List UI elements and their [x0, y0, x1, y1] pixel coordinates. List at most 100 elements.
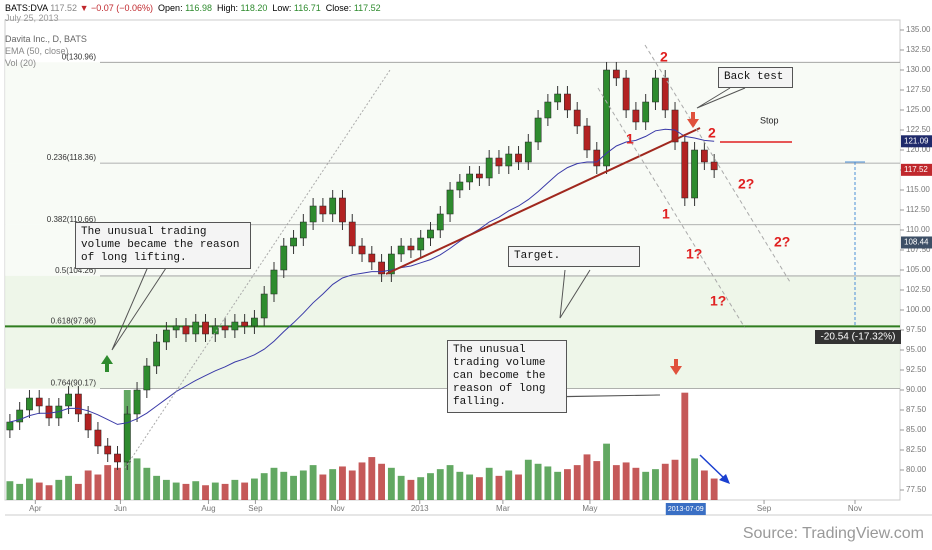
volume-bar [642, 471, 650, 500]
volume-bar [45, 485, 53, 500]
volume-bar [143, 467, 151, 500]
volume-bar [593, 461, 601, 500]
y-tick-label: 82.50 [906, 445, 927, 454]
candle-body [515, 153, 522, 163]
y-tick-label: 105.00 [906, 265, 931, 274]
volume-bar [260, 473, 268, 500]
candle-body [309, 205, 317, 223]
fib-label: 0.236(118.36) [47, 153, 97, 162]
close: 117.52 [353, 3, 381, 13]
volume-bar [231, 479, 239, 500]
volume-bar [417, 477, 425, 500]
y-tick-label: 97.50 [906, 325, 927, 334]
axis-marker [901, 163, 932, 176]
volume-bar [436, 469, 444, 500]
axis-marker [901, 135, 932, 148]
trend-arrow-head [719, 474, 730, 484]
date: July 25, 2013 [5, 13, 59, 23]
annotation-box: Target. [508, 246, 640, 267]
candle-body [45, 405, 53, 419]
candle-body [241, 321, 249, 327]
candle-body [202, 321, 209, 335]
candle-body [35, 397, 43, 407]
volume-bar [681, 392, 689, 500]
candle-body [456, 181, 464, 191]
candle-body [544, 101, 552, 119]
volume-bar [202, 485, 209, 500]
candle-body [632, 109, 640, 123]
candle-body [671, 109, 679, 143]
volume-bar [456, 471, 464, 500]
axis-marker-label: 121.09 [904, 136, 929, 145]
candle-body [143, 365, 151, 391]
volume-bar [94, 474, 102, 500]
axis-marker [901, 236, 932, 249]
volume-bar [280, 471, 288, 500]
volume-bar [515, 474, 522, 500]
volume-bar [446, 465, 454, 500]
y-tick-label: 85.00 [906, 425, 927, 434]
volume-bar [162, 479, 170, 500]
volume-bar [466, 474, 474, 500]
candle-body [573, 109, 581, 127]
y-tick-label: 112.50 [906, 205, 930, 214]
volume-bar [505, 470, 513, 500]
volume-bar [524, 459, 532, 500]
volume-bar [339, 466, 346, 500]
volume-bar [211, 482, 219, 500]
callout-pointer [529, 394, 661, 398]
vol-label: Vol (20) [5, 58, 37, 68]
measure-label: -20.54 (-17.32%) [820, 332, 895, 343]
wave-label: 1 [662, 206, 670, 222]
candle-body [642, 101, 650, 123]
volume-bar [397, 475, 405, 500]
source: Source: TradingView.com [743, 525, 924, 542]
volume-bar [661, 463, 669, 500]
open: 116.98 [185, 3, 212, 13]
volume-bar [534, 463, 542, 500]
volume-bar [192, 481, 200, 500]
y-tick-label: 132.50 [906, 45, 931, 54]
low: 116.71 [293, 3, 321, 13]
volume-bar [270, 467, 278, 500]
annotation-box: Back test [718, 67, 793, 88]
candle-body [387, 253, 395, 275]
volume-bar [299, 470, 307, 500]
volume-bar [65, 475, 73, 500]
change: ▼ −0.07 (−0.06%) [79, 3, 154, 13]
wave-label: 2? [738, 176, 754, 192]
volume-bar [329, 469, 337, 500]
candle-body [16, 409, 24, 423]
wave-label: 2 [660, 49, 668, 65]
high: 118.20 [240, 3, 268, 13]
x-tick-label: Sep [757, 504, 772, 513]
candle-body [251, 317, 258, 327]
y-tick-label: 95.00 [906, 345, 927, 354]
candle-body [231, 321, 239, 331]
candle-body [524, 141, 532, 163]
y-tick-label: 100.00 [906, 305, 931, 314]
volume-bar [251, 478, 258, 500]
candle-body [652, 77, 659, 103]
volume-bar [133, 458, 141, 500]
volume-bar [583, 454, 591, 500]
candle-body [329, 197, 337, 215]
candle-body [378, 261, 385, 275]
volume-bar [153, 475, 161, 500]
candle-body [270, 269, 278, 295]
candle-body [505, 153, 513, 167]
fib-label: 0.764(90.17) [51, 379, 97, 388]
volume-bar [554, 471, 562, 500]
down-arrow [670, 359, 682, 375]
volume-bar [632, 467, 640, 500]
candle-body [84, 413, 92, 431]
candle-body [397, 245, 405, 255]
y-tick-label: 92.50 [906, 365, 927, 374]
candle-body [133, 389, 141, 415]
candle-body [221, 325, 229, 331]
crosshair-box [665, 503, 706, 515]
ema-line [9, 128, 715, 425]
volume-bar [348, 470, 356, 500]
candle-body [94, 429, 102, 447]
x-tick-label: Nov [848, 504, 862, 513]
